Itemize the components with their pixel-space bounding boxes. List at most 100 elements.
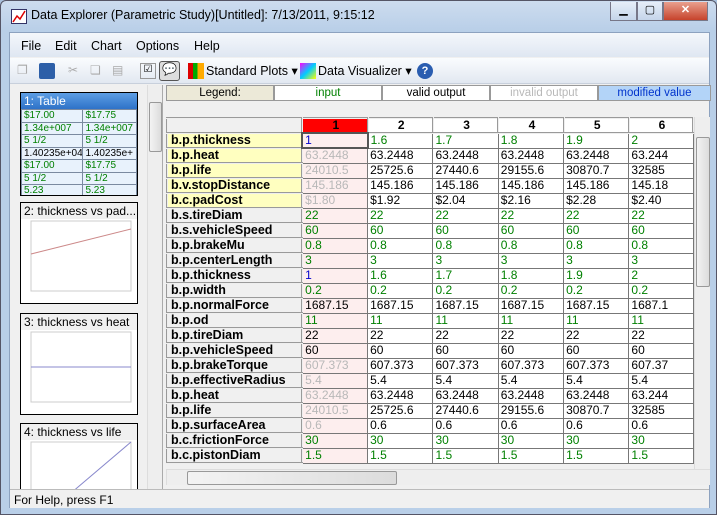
menu-help[interactable]: Help <box>194 39 220 53</box>
grid-cell[interactable]: $2.40 <box>628 192 694 209</box>
grid-cell[interactable]: 0.8 <box>497 237 565 254</box>
grid-cell[interactable]: 0.2 <box>497 282 565 299</box>
thumbnail-chart-3[interactable]: 3: thickness vs heat <box>20 313 138 415</box>
column-header-3[interactable]: 3 <box>431 117 500 134</box>
menu-edit[interactable]: Edit <box>55 39 77 53</box>
grid-cell[interactable]: 607.373 <box>367 357 434 374</box>
grid-cell[interactable]: 0.8 <box>628 237 694 254</box>
scrollbar-thumb[interactable] <box>187 471 397 485</box>
grid-cell[interactable]: 24010.5 <box>301 162 369 179</box>
close-button[interactable]: ✕ <box>663 2 708 21</box>
row-header[interactable]: b.s.tireDiam <box>166 207 304 224</box>
grid-cell[interactable]: 145.186 <box>563 177 630 194</box>
grid-cell[interactable]: 11 <box>432 312 499 329</box>
grid-cell[interactable]: 0.8 <box>563 237 630 254</box>
row-header[interactable]: b.p.effectiveRadius <box>166 372 304 389</box>
grid-cell[interactable]: 22 <box>628 327 694 344</box>
grid-cell[interactable]: 60 <box>367 342 434 359</box>
grid-cell[interactable]: 22 <box>563 207 630 224</box>
grid-cell[interactable]: 22 <box>301 327 369 344</box>
grid-cell[interactable]: 60 <box>432 342 499 359</box>
grid-cell[interactable]: 11 <box>628 312 694 329</box>
row-header[interactable]: b.p.vehicleSpeed <box>166 342 304 359</box>
grid-cell[interactable]: 30 <box>432 432 499 449</box>
row-header[interactable]: b.p.brakeTorque <box>166 357 304 374</box>
row-header[interactable]: b.p.life <box>166 402 304 419</box>
help-icon[interactable]: ? <box>417 63 433 79</box>
grid-cell[interactable]: 60 <box>628 222 694 239</box>
grid-cell[interactable]: 1.5 <box>432 447 499 464</box>
thumbnail-chart-4[interactable]: 4: thickness vs life <box>20 423 138 489</box>
row-header[interactable]: b.p.tireDiam <box>166 327 304 344</box>
grid-cell[interactable]: 0.6 <box>563 417 630 434</box>
grid-cell[interactable]: 3 <box>301 252 369 269</box>
grid-cell[interactable]: $1.80 <box>301 192 369 209</box>
grid-cell[interactable]: 30 <box>301 432 369 449</box>
grid-cell[interactable]: 1.9 <box>563 267 630 284</box>
row-header[interactable]: b.s.vehicleSpeed <box>166 222 304 239</box>
minimize-button[interactable]: ▁ <box>610 2 637 21</box>
grid-cell[interactable]: 22 <box>563 327 630 344</box>
grid-cell[interactable]: 5.4 <box>301 372 369 389</box>
grid-cell[interactable]: 22 <box>367 207 434 224</box>
grid-cell[interactable]: 29155.6 <box>497 162 565 179</box>
row-header[interactable]: b.p.heat <box>166 147 304 164</box>
row-header[interactable]: b.p.centerLength <box>166 252 304 269</box>
thumbnail-scrollbar[interactable] <box>147 85 162 489</box>
grid-cell[interactable]: 63.2448 <box>563 147 630 164</box>
grid-cell[interactable]: 3 <box>563 252 630 269</box>
grid-cell[interactable]: 22 <box>432 207 499 224</box>
row-header[interactable]: b.c.frictionForce <box>166 432 304 449</box>
grid-cell[interactable]: 63.2448 <box>367 147 434 164</box>
maximize-button[interactable]: ▢ <box>637 2 663 21</box>
grid-cell[interactable]: 1.5 <box>497 447 565 464</box>
grid-cell[interactable]: 27440.6 <box>432 402 499 419</box>
grid-cell[interactable]: 60 <box>497 342 565 359</box>
grid-cell[interactable]: 3 <box>497 252 565 269</box>
grid-cell[interactable]: 32585 <box>628 162 694 179</box>
grid-cell[interactable]: 30 <box>628 432 694 449</box>
grid-cell[interactable]: 60 <box>432 222 499 239</box>
grid-cell[interactable]: 145.186 <box>497 177 565 194</box>
grid-cell[interactable]: 0.6 <box>367 417 434 434</box>
row-header[interactable]: b.p.life <box>166 162 304 179</box>
grid-cell[interactable]: 5.4 <box>497 372 565 389</box>
comment-icon[interactable]: 💬 <box>159 61 180 81</box>
save-icon[interactable] <box>39 63 55 79</box>
grid-cell[interactable]: 1.5 <box>628 447 694 464</box>
grid-cell[interactable]: 60 <box>563 222 630 239</box>
grid-cell[interactable]: 0.2 <box>563 282 630 299</box>
grid-cell[interactable]: 25725.6 <box>367 402 434 419</box>
grid-cell[interactable]: 1687.15 <box>367 297 434 314</box>
menu-chart[interactable]: Chart <box>91 39 122 53</box>
grid-cell[interactable]: 25725.6 <box>367 162 434 179</box>
grid-cell[interactable]: 0.8 <box>301 237 369 254</box>
grid-cell[interactable]: 60 <box>301 222 369 239</box>
grid-cell[interactable]: 32585 <box>628 402 694 419</box>
menu-options[interactable]: Options <box>136 39 180 53</box>
grid-cell[interactable]: 11 <box>563 312 630 329</box>
grid-cell[interactable]: 1687.15 <box>563 297 630 314</box>
grid-cell[interactable]: 63.2448 <box>301 387 369 404</box>
grid-cell[interactable]: 60 <box>367 222 434 239</box>
grid-cell[interactable]: 1.7 <box>432 267 499 284</box>
row-header[interactable]: b.p.thickness <box>166 132 304 149</box>
grid-cell[interactable]: 30870.7 <box>563 402 630 419</box>
grid-cell[interactable]: 1.5 <box>563 447 630 464</box>
grid-cell[interactable]: 0.2 <box>367 282 434 299</box>
grid-cell[interactable]: 30 <box>497 432 565 449</box>
grid-horizontal-scrollbar[interactable] <box>166 469 710 485</box>
grid-cell[interactable]: 0.8 <box>432 237 499 254</box>
grid-cell[interactable]: 1.8 <box>497 267 565 284</box>
grid-cell[interactable]: 607.373 <box>301 357 369 374</box>
grid-cell[interactable]: 1687.15 <box>432 297 499 314</box>
grid-cell[interactable]: 0.6 <box>628 417 694 434</box>
grid-cell[interactable]: 145.186 <box>432 177 499 194</box>
grid-cell[interactable]: 30 <box>563 432 630 449</box>
open-icon[interactable]: ❐ <box>17 63 28 77</box>
grid-cell[interactable]: 63.244 <box>628 387 694 404</box>
grid-cell[interactable]: 3 <box>367 252 434 269</box>
grid-cell[interactable]: 145.186 <box>301 177 369 194</box>
grid-cell[interactable]: 2 <box>628 267 694 284</box>
thumbnail-table[interactable]: 1: Table $17.00 $17.75 1.34e+007 1.34e+007 5… <box>20 92 138 196</box>
